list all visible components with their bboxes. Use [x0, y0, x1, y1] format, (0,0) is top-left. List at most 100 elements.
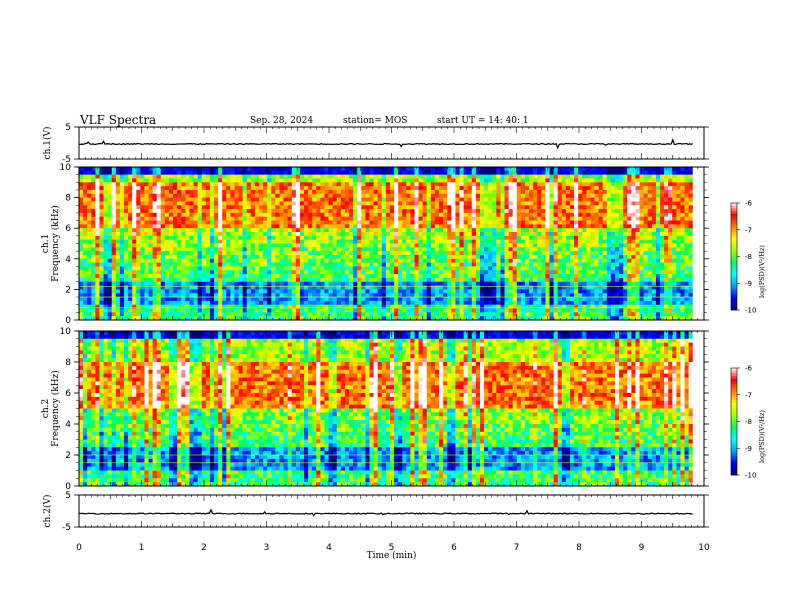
spectrogram-cell [447, 228, 452, 233]
spectrogram-cell [353, 235, 358, 241]
spectrogram-cell [164, 182, 170, 187]
spectrogram-cell [340, 266, 346, 271]
spectrogram-cell [463, 216, 469, 222]
spectrogram-cell [467, 254, 473, 260]
spectrogram-cell [156, 212, 162, 218]
spectrogram-cell [295, 170, 301, 176]
spectrogram-cell [488, 212, 493, 218]
spectrogram-cell [295, 289, 301, 294]
spectrogram-cell [173, 220, 178, 225]
spectrogram-cell [287, 212, 293, 218]
spectrogram-cell [209, 262, 215, 267]
spectrogram-cell [291, 193, 297, 199]
spectrogram-cell [541, 170, 546, 176]
spectrogram-cell [443, 239, 448, 245]
spectrogram-cell [185, 258, 190, 264]
spectrogram-cell [115, 304, 121, 310]
spectrogram-cell [471, 262, 477, 267]
spectrogram-cell [389, 167, 395, 172]
spectrogram-cell [148, 274, 154, 279]
spectrogram-cell [234, 270, 240, 275]
spectrogram-cell [586, 285, 591, 290]
spectrogram-cell [410, 254, 416, 260]
spectrogram-cell [316, 232, 321, 237]
spectrogram-cell [565, 247, 571, 252]
spectrogram-cell [471, 186, 477, 191]
spectrogram-cell [455, 170, 461, 176]
spectrogram-cell [336, 266, 342, 271]
spectrogram-cell [504, 239, 510, 245]
spectrogram-cell [349, 281, 354, 287]
spectrogram-cell [406, 216, 411, 222]
spectrogram-cell [152, 205, 158, 210]
spectrogram-cell [520, 316, 526, 321]
spectrogram-cell [124, 235, 129, 241]
spectrogram-cell [463, 209, 469, 214]
spectrogram-cell [439, 212, 444, 218]
spectrogram-cell [222, 254, 227, 260]
spectrogram-cell [463, 174, 469, 179]
spectrogram-cell [246, 308, 252, 313]
spectrogram-cell [254, 174, 260, 179]
spectrogram-cell [140, 316, 145, 321]
spectrogram-cell [582, 266, 587, 271]
spectrogram-cell [173, 308, 178, 313]
spectrogram-cell [132, 277, 137, 283]
spectrogram-cell [193, 316, 199, 321]
spectrogram-cell [377, 243, 383, 248]
spectrogram-cell [439, 220, 444, 225]
spectrogram-cell [504, 224, 510, 229]
spectrogram-cell [455, 258, 461, 264]
spectrogram-cell [353, 197, 358, 202]
spectrogram-cell [357, 228, 362, 233]
spectrogram-cell [475, 293, 481, 298]
spectrogram-cell [459, 274, 465, 279]
spectrogram-cell [336, 281, 342, 287]
spectrogram-cell [574, 243, 579, 248]
spectrogram-cell [144, 243, 150, 248]
spectrogram-cell [299, 258, 305, 264]
spectrogram-cell [463, 243, 469, 248]
spectrogram-cell [173, 197, 178, 202]
spectrogram-cell [242, 254, 248, 260]
spectrogram-cell [169, 201, 174, 206]
spectrogram-cell [570, 174, 575, 179]
spectrogram-cell [291, 174, 297, 179]
spectrogram-cell [275, 274, 280, 279]
spectrogram-cell [214, 220, 219, 225]
spectrogram-cell [426, 254, 432, 260]
spectrogram-cell [455, 270, 461, 275]
spectrogram-cell [218, 174, 223, 179]
spectrogram-cell [557, 270, 563, 275]
spectrogram-cell [259, 270, 264, 275]
spectrogram-cell [214, 182, 219, 187]
spectrogram-cell [353, 224, 358, 229]
spectrogram-cell [87, 281, 92, 287]
spectrogram-cell [242, 182, 248, 187]
spectrogram-cell [443, 270, 448, 275]
spectrogram-cell [545, 209, 551, 214]
spectrogram-cell [148, 186, 154, 191]
spectrogram-cell [426, 300, 432, 306]
spectrogram-cell [205, 243, 211, 248]
spectrogram-cell [373, 182, 379, 187]
spectrogram-cell [242, 212, 248, 218]
spectrogram-cell [488, 205, 493, 210]
spectrogram-cell [83, 285, 88, 290]
spectrogram-cell [377, 251, 383, 256]
spectrogram-cell [173, 193, 178, 199]
spectrogram-cell [410, 209, 416, 214]
spectrogram-cell [234, 224, 240, 229]
spectrogram-cell [291, 300, 297, 306]
spectrogram-cell [344, 186, 350, 191]
spectrogram-cell [263, 212, 268, 218]
spectrogram-cell [578, 312, 583, 317]
spectrogram-cell [242, 201, 248, 206]
spectrogram-cell [377, 232, 383, 237]
spectrogram-cell [164, 247, 170, 252]
spectrogram-cell [475, 285, 481, 290]
spectrogram-cell [91, 224, 96, 229]
spectrogram-cell [357, 235, 362, 241]
spectrogram-cell [238, 228, 244, 233]
spectrogram-cell [373, 297, 379, 302]
